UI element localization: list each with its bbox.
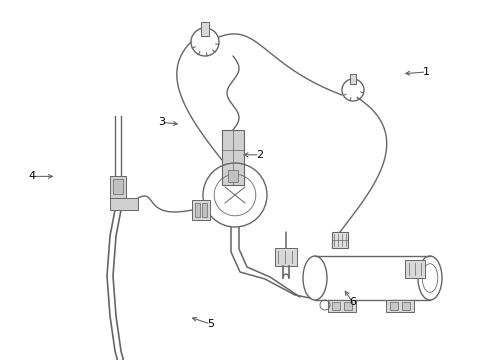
Bar [113,179,123,194]
Bar [192,200,210,220]
Bar [201,22,209,36]
Text: 5: 5 [207,319,214,329]
Text: 1: 1 [423,67,430,77]
Bar [202,203,207,217]
Bar [332,232,348,248]
Bar [350,74,356,84]
Bar [405,260,425,278]
Bar [328,300,356,312]
Bar [275,248,297,266]
Text: 6: 6 [349,297,356,307]
Bar [402,302,410,310]
Bar [195,203,200,217]
Bar [390,302,398,310]
Text: 3: 3 [158,117,165,127]
Bar [228,170,238,182]
Bar [332,302,340,310]
Bar [110,176,126,198]
Bar [386,300,414,312]
Text: 2: 2 [256,150,263,160]
Bar [344,302,352,310]
Bar [222,130,244,185]
Bar [110,198,138,210]
Text: 4: 4 [28,171,35,181]
